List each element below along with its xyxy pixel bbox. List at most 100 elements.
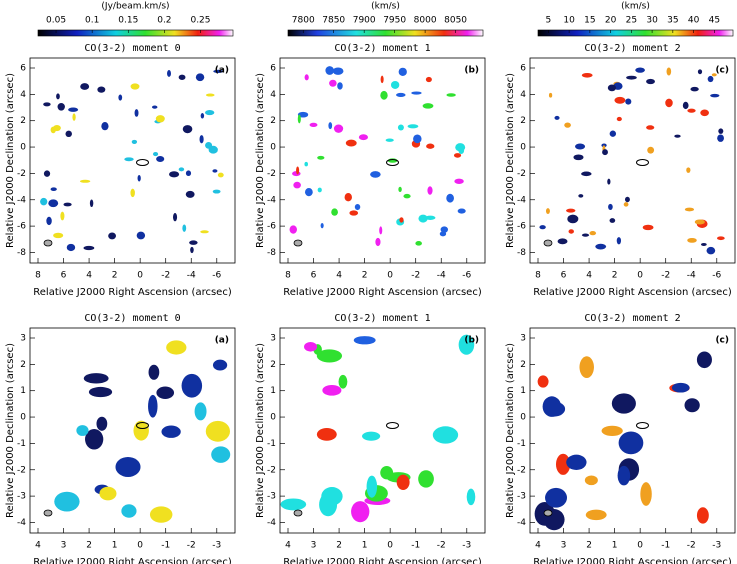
emission-blob xyxy=(568,229,574,234)
x-tick-label: 0 xyxy=(137,541,143,551)
y-tick-label: -3 xyxy=(517,492,526,502)
emission-blob xyxy=(700,242,707,246)
emission-blob xyxy=(595,243,607,250)
y-tick-label: 3 xyxy=(270,334,276,344)
emission-blob xyxy=(642,224,654,231)
emission-blob xyxy=(557,238,568,245)
y-tick-label: -2 xyxy=(267,465,276,475)
emission-blob xyxy=(458,334,475,355)
emission-blob xyxy=(173,212,178,222)
emission-blob xyxy=(422,103,434,109)
x-tick-label: 2 xyxy=(112,271,118,281)
emission-blob xyxy=(432,426,459,444)
y-tick-label: 2 xyxy=(20,360,26,370)
x-tick-label: -2 xyxy=(661,271,670,281)
panel-tag: (c) xyxy=(715,336,729,346)
x-tick-label: 4 xyxy=(285,541,291,551)
x-tick-label: 2 xyxy=(586,541,592,551)
x-tick-label: -3 xyxy=(212,541,221,551)
y-tick-label: -2 xyxy=(517,169,526,179)
emission-blob xyxy=(397,124,404,131)
emission-blob xyxy=(717,134,724,142)
beam xyxy=(293,509,303,517)
emission-blob xyxy=(333,124,344,133)
panel-tag: (b) xyxy=(464,336,479,346)
x-tick-label: 8 xyxy=(285,271,291,281)
emission-blob xyxy=(413,134,422,144)
emission-blob xyxy=(304,188,313,197)
x-tick-label: 0 xyxy=(137,271,143,281)
emission-blob xyxy=(212,189,221,194)
emission-blob xyxy=(332,67,344,75)
x-tick-label: 2 xyxy=(362,271,368,281)
y-tick-label: -4 xyxy=(17,518,26,528)
x-tick-label: 2 xyxy=(336,541,342,551)
emission-blob xyxy=(155,115,165,123)
emission-blob xyxy=(316,349,343,363)
x-tick-label: -2 xyxy=(411,271,420,281)
y-tick-label: 2 xyxy=(20,116,26,126)
emission-blob xyxy=(297,114,301,124)
emission-blob xyxy=(200,230,209,234)
emission-blob xyxy=(212,169,218,173)
x-tick-label: 3 xyxy=(311,541,317,551)
emission-blob xyxy=(325,66,334,75)
y-tick-label: -3 xyxy=(267,492,276,502)
emission-blob xyxy=(280,498,307,511)
emission-blob xyxy=(366,475,378,498)
emission-blob xyxy=(624,196,630,203)
emission-blob xyxy=(554,115,560,120)
y-axis-label: Relative J2000 Declination (arcsec) xyxy=(255,73,266,248)
emission-blob xyxy=(50,187,57,191)
emission-blob xyxy=(97,86,106,93)
emission-blob xyxy=(317,155,325,160)
y-axis-label: Relative J2000 Declination (arcsec) xyxy=(505,73,516,248)
y-tick-label: 2 xyxy=(520,116,526,126)
x-tick-label: 0 xyxy=(637,271,643,281)
emission-blob xyxy=(454,178,464,184)
panel-tag: (b) xyxy=(464,66,479,76)
emission-blob xyxy=(115,456,141,477)
colorbar-unit: (km/s) xyxy=(371,2,400,12)
emission-blob xyxy=(718,128,724,134)
colorbar-tick-label: 0.25 xyxy=(190,16,210,26)
x-tick-label: 2 xyxy=(612,271,618,281)
x-axis-label: Relative J2000 Right Ascension (arcsec) xyxy=(283,557,482,564)
emission-blob xyxy=(697,69,703,75)
x-tick-label: -3 xyxy=(712,541,721,551)
emission-blob xyxy=(578,194,584,198)
nucleus-contour xyxy=(386,422,399,429)
panel-title: CO(3-2) moment 0 xyxy=(84,43,180,54)
emission-blob xyxy=(309,122,318,128)
x-tick-label: 1 xyxy=(112,541,118,551)
panel-tag: (a) xyxy=(215,66,229,76)
y-tick-label: 1 xyxy=(20,386,26,396)
emission-blob xyxy=(208,145,218,154)
emission-blob xyxy=(354,203,361,211)
beam xyxy=(293,239,303,247)
y-tick-label: -6 xyxy=(17,222,26,232)
emission-blob xyxy=(418,470,434,488)
emission-blob xyxy=(161,425,181,438)
y-tick-label: -6 xyxy=(517,222,526,232)
y-tick-label: 4 xyxy=(270,90,276,100)
emission-blob xyxy=(396,92,406,98)
emission-blob xyxy=(370,171,381,178)
x-axis-label: Relative J2000 Right Ascension (arcsec) xyxy=(283,287,482,298)
emission-blob xyxy=(635,67,645,73)
emission-blob xyxy=(344,193,352,202)
emission-blob xyxy=(358,134,368,141)
emission-blob xyxy=(195,73,205,82)
emission-blob xyxy=(156,155,165,162)
emission-blob xyxy=(589,230,597,236)
y-tick-label: 1 xyxy=(520,386,526,396)
x-tick-label: -6 xyxy=(212,271,221,281)
emission-blob xyxy=(134,109,139,117)
colorbar-tick-label: 7850 xyxy=(322,16,345,26)
emission-blob xyxy=(88,386,113,398)
emission-blob xyxy=(607,178,611,185)
x-tick-label: -2 xyxy=(437,541,446,551)
emission-blob xyxy=(573,154,584,161)
colorbar-tick-label: 30 xyxy=(646,16,658,26)
emission-blob xyxy=(304,74,309,81)
